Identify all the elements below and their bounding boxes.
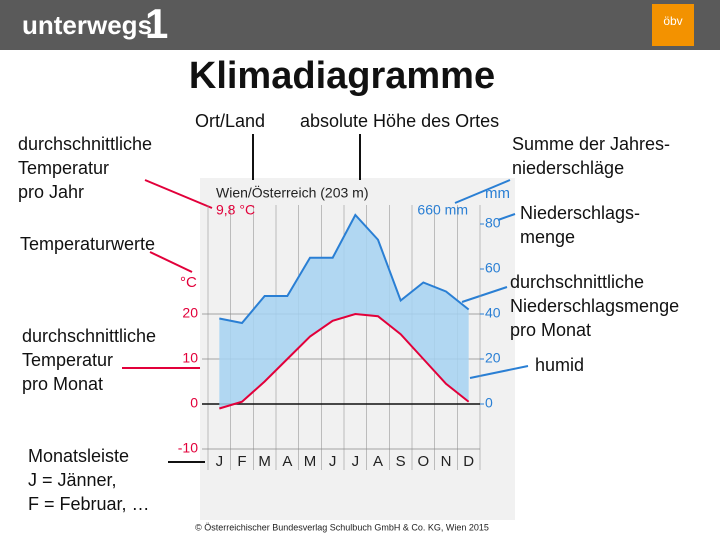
brand: unterwegs [22,10,152,40]
y-tick-label: 0 [190,395,198,411]
annual-temperature: 9,8 °C [216,202,255,218]
callout-text: Niederschlags- [520,203,640,223]
y-tick-label: 10 [182,350,198,366]
callout-text: Ort/Land [195,111,265,131]
callout-text: niederschläge [512,158,624,178]
callout-text: absolute Höhe des Ortes [300,111,499,131]
callout-text: Monatsleiste [28,446,129,466]
callout-line [454,179,511,204]
footer: © Österreichischer Bundesverlag Schulbuc… [195,522,489,532]
header-bar [0,0,720,50]
callout-text: durchschnittliche [18,134,152,154]
y2-unit: mm [485,185,510,202]
annual-precipitation: 660 mm [417,202,468,218]
volume: 1 [145,0,168,47]
precipitation-line [219,213,470,325]
callout-text: Temperatur [22,350,113,370]
logo: öbv [663,14,682,28]
temperature-line [219,312,470,410]
callout-text: menge [520,227,575,247]
callout-line [469,365,529,379]
callout-text: Summe der Jahres- [512,134,670,154]
month-label: N [441,453,452,470]
y-tick-label: 20 [182,305,198,321]
callout-line [149,251,193,273]
y2-tick-label: 60 [485,260,501,276]
callout-text: Temperatur [18,158,109,178]
callout-text: Niederschlagsmenge [510,296,679,316]
y2-tick-label: 40 [485,305,501,321]
month-label: F [237,453,246,470]
month-label: S [396,453,406,470]
station: Wien/Österreich (203 m) [216,184,368,201]
callout-text: durchschnittliche [22,326,156,346]
callout-line [497,213,516,221]
humid-area [219,215,469,409]
callout-text: humid [535,355,584,375]
callout-text: Temperaturwerte [20,234,155,254]
month-label: O [417,453,429,470]
y2-tick-label: 0 [485,395,493,411]
month-label: M [258,453,271,470]
month-label: D [463,453,474,470]
month-label: A [282,453,292,470]
y2-tick-label: 80 [485,215,501,231]
month-label: J [216,453,224,470]
month-label: M [304,453,317,470]
y-unit: °C [180,274,197,291]
callout-text: pro Monat [22,374,103,394]
callout-text: pro Monat [510,320,591,340]
month-label: J [352,453,360,470]
y-tick-label: -10 [178,440,198,456]
callout-line [144,179,213,209]
callout-text: pro Jahr [18,182,84,202]
callout-lines [122,134,529,463]
callout-line [461,286,508,303]
callout-text: J = Jänner, [28,470,117,490]
callout-text: F = Februar, … [28,494,150,514]
month-label: J [329,453,337,470]
y2-tick-label: 20 [485,350,501,366]
logo-box [652,4,694,46]
callout-text: durchschnittliche [510,272,644,292]
month-label: A [373,453,383,470]
title: Klimadiagramme [189,55,495,97]
